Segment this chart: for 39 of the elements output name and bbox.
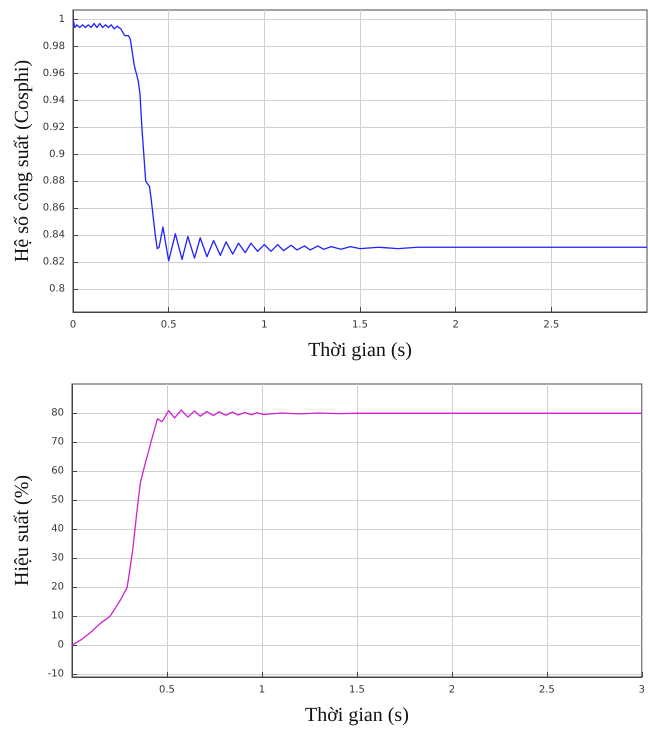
y-axis-title: Hiệu suất (%)	[11, 474, 33, 586]
y-tick-label: 0.82	[42, 256, 65, 268]
y-tick-label: 0.9	[49, 148, 65, 160]
y-tick-label: -10	[48, 668, 64, 680]
x-tick-label: 0.5	[160, 320, 177, 330]
y-tick-label: 0.88	[42, 176, 65, 187]
line-series	[71, 409, 642, 646]
y-tick-label: 0.96	[42, 68, 65, 79]
y-tick-label: 40	[51, 524, 64, 535]
y-tick-label: 0.94	[42, 94, 65, 106]
y-tick-label: 0.84	[42, 230, 65, 241]
x-tick-label: 1.5	[352, 320, 368, 330]
x-tick-label: 2	[448, 684, 456, 696]
y-tick-label: 60	[51, 466, 64, 477]
x-tick-label: 1	[258, 684, 266, 696]
x-axis-title: Thời gian (s)	[304, 704, 409, 726]
x-tick-label: 2	[452, 320, 459, 330]
line-series	[72, 18, 648, 262]
y-tick-label: 30	[51, 552, 64, 564]
x-tick-label: 3	[638, 684, 646, 696]
y-tick-label: 0.92	[42, 122, 65, 133]
x-tick-label: 2.5	[543, 320, 560, 330]
y-tick-label: 50	[51, 494, 64, 506]
x-tick-label: 0.5	[159, 684, 175, 696]
y-tick-label: 0.86	[42, 202, 65, 214]
x-tick-label: 1.5	[348, 684, 365, 696]
y-tick-label: 0	[58, 640, 64, 651]
x-axis-title: Thời gian (s)	[308, 339, 412, 361]
x-tick-label: 0	[70, 320, 76, 330]
y-tick-label: 0.8	[49, 284, 65, 295]
x-tick-label: 1	[261, 320, 268, 330]
y-axis-title: Hệ số công suất (Cosphi)	[10, 60, 33, 262]
y-tick-label: 10	[51, 610, 64, 622]
y-tick-label: 1	[58, 14, 65, 25]
y-tick-label: 80	[51, 408, 64, 419]
y-tick-label: 20	[51, 582, 64, 593]
x-tick-label: 2.5	[538, 684, 555, 696]
y-tick-label: 70	[51, 436, 64, 448]
y-tick-label: 0.98	[42, 40, 65, 52]
